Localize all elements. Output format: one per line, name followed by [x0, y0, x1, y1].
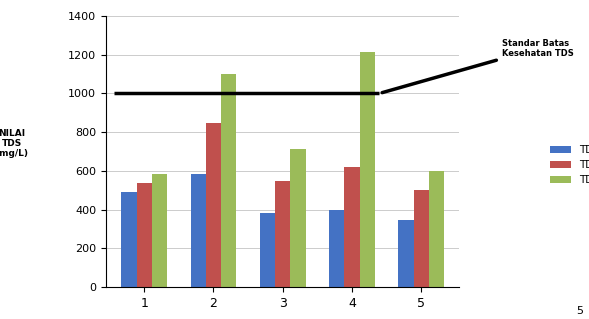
Bar: [260, 212, 275, 287]
Bar: [152, 174, 167, 287]
Bar: [137, 183, 152, 287]
Bar: [329, 210, 345, 287]
Bar: [191, 174, 206, 287]
Bar: [221, 74, 236, 287]
Bar: [360, 52, 375, 287]
Text: NILAI
TDS
(mg/L): NILAI TDS (mg/L): [0, 129, 28, 159]
Bar: [413, 190, 429, 287]
Bar: [275, 181, 290, 287]
Bar: [345, 167, 360, 287]
Bar: [290, 149, 306, 287]
Bar: [206, 123, 221, 287]
Text: Standar Batas
Kesehatan TDS: Standar Batas Kesehatan TDS: [382, 39, 574, 93]
Legend: TDS terendah, TDS Rata- rata, TDS tertinggi: TDS terendah, TDS Rata- rata, TDS tertin…: [545, 141, 589, 189]
Bar: [429, 171, 444, 287]
Text: 5: 5: [576, 306, 583, 316]
Bar: [398, 220, 413, 287]
Bar: [121, 192, 137, 287]
